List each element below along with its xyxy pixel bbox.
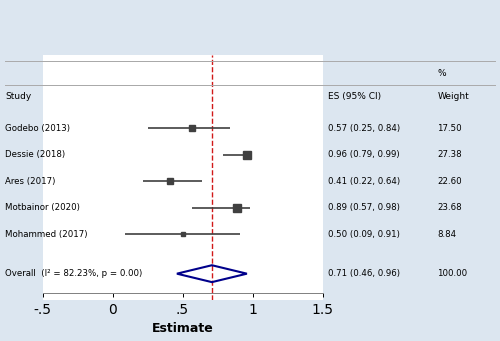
Text: 8.84: 8.84 — [438, 229, 456, 239]
Text: 23.68: 23.68 — [438, 203, 462, 212]
Text: Ares (2017): Ares (2017) — [5, 177, 56, 186]
Text: 0.89 (0.57, 0.98): 0.89 (0.57, 0.98) — [328, 203, 400, 212]
Text: Motbainor (2020): Motbainor (2020) — [5, 203, 80, 212]
Text: Godebo (2013): Godebo (2013) — [5, 124, 70, 133]
Text: Weight: Weight — [438, 92, 469, 101]
Text: 22.60: 22.60 — [438, 177, 462, 186]
Text: Mohammed (2017): Mohammed (2017) — [5, 229, 87, 239]
Text: ES (95% CI): ES (95% CI) — [328, 92, 380, 101]
Text: 0.50 (0.09, 0.91): 0.50 (0.09, 0.91) — [328, 229, 400, 239]
Text: Study: Study — [5, 92, 31, 101]
Text: 0.57 (0.25, 0.84): 0.57 (0.25, 0.84) — [328, 124, 400, 133]
Text: 17.50: 17.50 — [438, 124, 462, 133]
Text: 100.00: 100.00 — [438, 269, 468, 278]
Text: 0.96 (0.79, 0.99): 0.96 (0.79, 0.99) — [328, 150, 399, 159]
Text: Overall  (I² = 82.23%, p = 0.00): Overall (I² = 82.23%, p = 0.00) — [5, 269, 142, 278]
Text: 0.41 (0.22, 0.64): 0.41 (0.22, 0.64) — [328, 177, 400, 186]
Text: 0.71 (0.46, 0.96): 0.71 (0.46, 0.96) — [328, 269, 400, 278]
Text: %: % — [438, 69, 446, 77]
X-axis label: Estimate: Estimate — [152, 322, 214, 335]
Text: Dessie (2018): Dessie (2018) — [5, 150, 65, 159]
Text: 27.38: 27.38 — [438, 150, 462, 159]
